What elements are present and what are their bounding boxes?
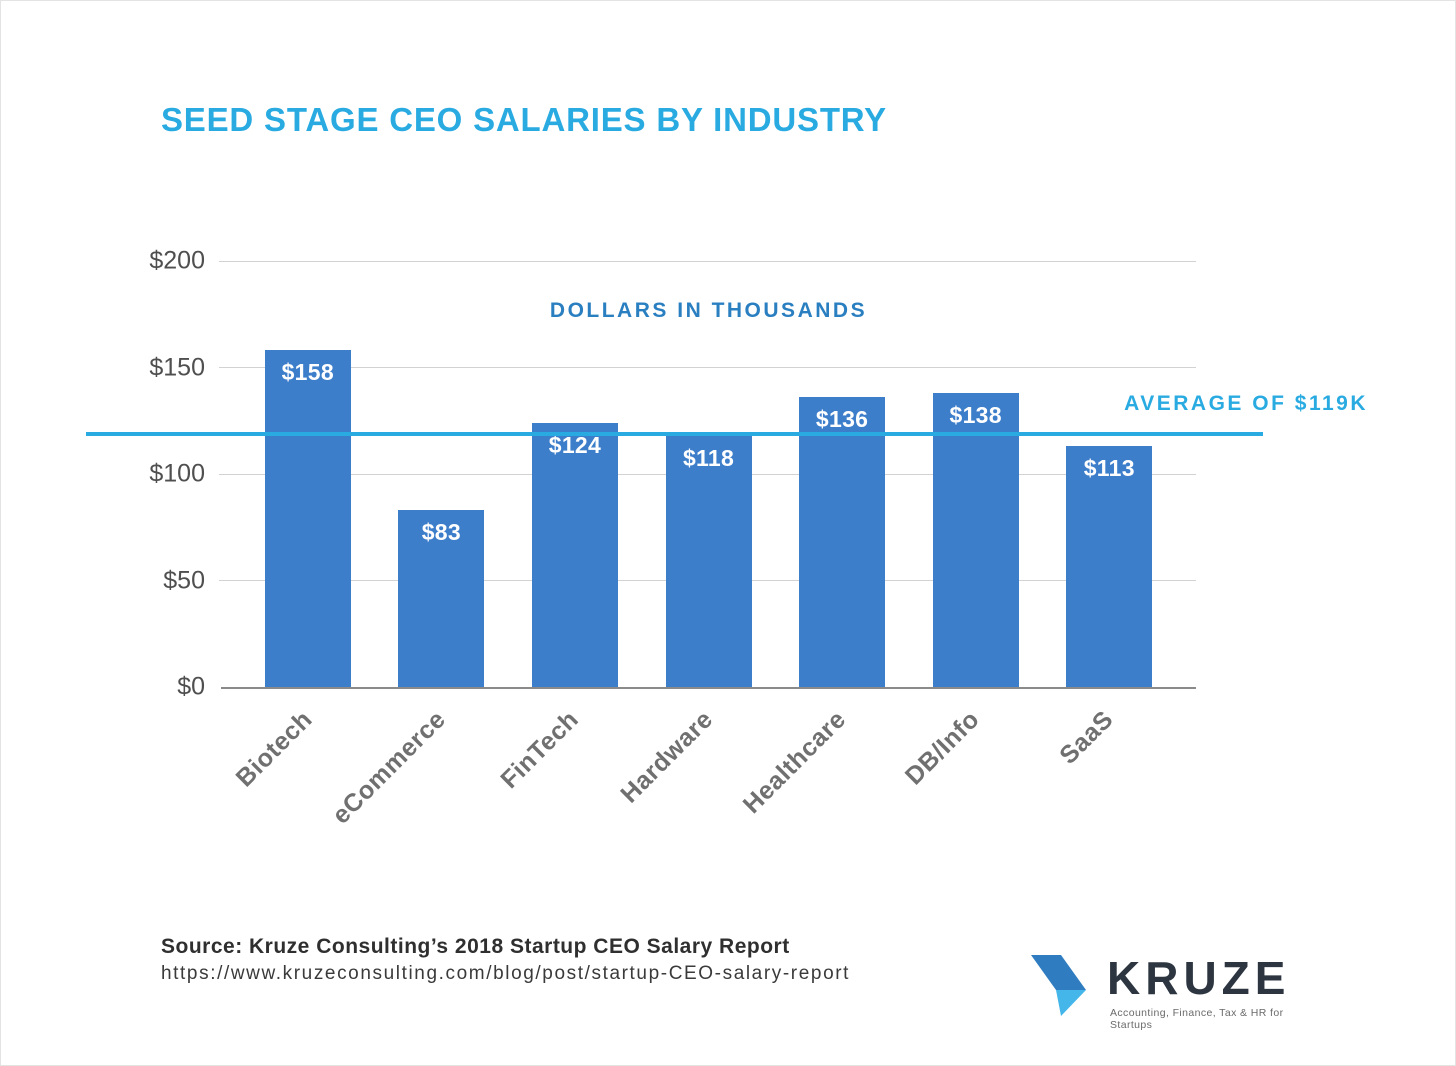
bars: $158 Biotech $83 eCommerce $124 FinTech $118 Ha… bbox=[230, 261, 1176, 829]
bar-value-label: $138 bbox=[949, 402, 1002, 429]
bar: $83 bbox=[398, 510, 485, 687]
x-axis-label: DB/Info bbox=[900, 705, 986, 791]
bar-value-label: $158 bbox=[281, 359, 334, 386]
source-text: Source: Kruze Consulting’s 2018 Startup … bbox=[161, 935, 790, 958]
kruze-logo-tagline: Accounting, Finance, Tax & HR for Startu… bbox=[1110, 1007, 1284, 1031]
x-axis-label: Biotech bbox=[230, 705, 318, 793]
bar: $138 bbox=[932, 393, 1019, 687]
bar: $158 bbox=[264, 350, 351, 687]
bar-group: $113 SaaS bbox=[1042, 261, 1176, 770]
x-axis-label: SaaS bbox=[1054, 705, 1119, 770]
bar-value-label: $136 bbox=[815, 406, 869, 433]
bar-value-label: $118 bbox=[682, 444, 735, 471]
chart-subtitle: DOLLARS IN THOUSANDS bbox=[549, 299, 868, 322]
gridline bbox=[219, 260, 1196, 262]
y-axis-tick-label: $200 bbox=[149, 246, 205, 275]
bar: $136 bbox=[799, 397, 886, 687]
source-url: https://www.kruzeconsulting.com/blog/pos… bbox=[161, 963, 851, 984]
x-axis-label: eCommerce bbox=[326, 705, 451, 830]
y-axis-tick-label: $50 bbox=[163, 566, 205, 594]
chart-title: SEED STAGE CEO SALARIES BY INDUSTRY bbox=[161, 101, 887, 138]
y-axis-tick-label: $0 bbox=[177, 672, 205, 701]
bar-group: $136 Healthcare bbox=[738, 261, 909, 819]
bar-value-label: $113 bbox=[1083, 455, 1135, 482]
x-axis-label: FinTech bbox=[495, 705, 585, 794]
x-axis-label: Hardware bbox=[614, 705, 719, 809]
bar-group: $158 Biotech bbox=[230, 261, 375, 792]
bar-group: $83 eCommerce bbox=[327, 261, 509, 829]
bar-group: $118 Hardware bbox=[615, 261, 776, 808]
plot-area: DOLLARS IN THOUSANDS $0 $50 $100 $150 $200 $… bbox=[86, 247, 1366, 829]
bar-value-label: $83 bbox=[421, 519, 461, 546]
x-axis-label: Healthcare bbox=[737, 705, 852, 819]
y-axis-tick-label: $100 bbox=[149, 459, 205, 488]
bar-value-label: $124 bbox=[548, 431, 602, 458]
y-axis-tick-label: $150 bbox=[149, 353, 205, 381]
bar: $113 bbox=[1066, 446, 1153, 687]
average-line bbox=[86, 431, 1263, 436]
kruze-logo-icon bbox=[1031, 955, 1086, 1016]
bar-group: $124 FinTech bbox=[496, 261, 642, 794]
kruze-logo-name: KRUZE bbox=[1107, 952, 1291, 1004]
gridline bbox=[219, 367, 1196, 368]
bar: $124 bbox=[531, 422, 618, 687]
kruze-logo: KRUZE Accounting, Finance, Tax & HR for … bbox=[1023, 945, 1323, 1035]
bar: $118 bbox=[665, 435, 752, 687]
bar-group: $138 DB/Info bbox=[900, 261, 1043, 790]
average-line-label: AVERAGE OF $119K bbox=[1124, 391, 1368, 415]
